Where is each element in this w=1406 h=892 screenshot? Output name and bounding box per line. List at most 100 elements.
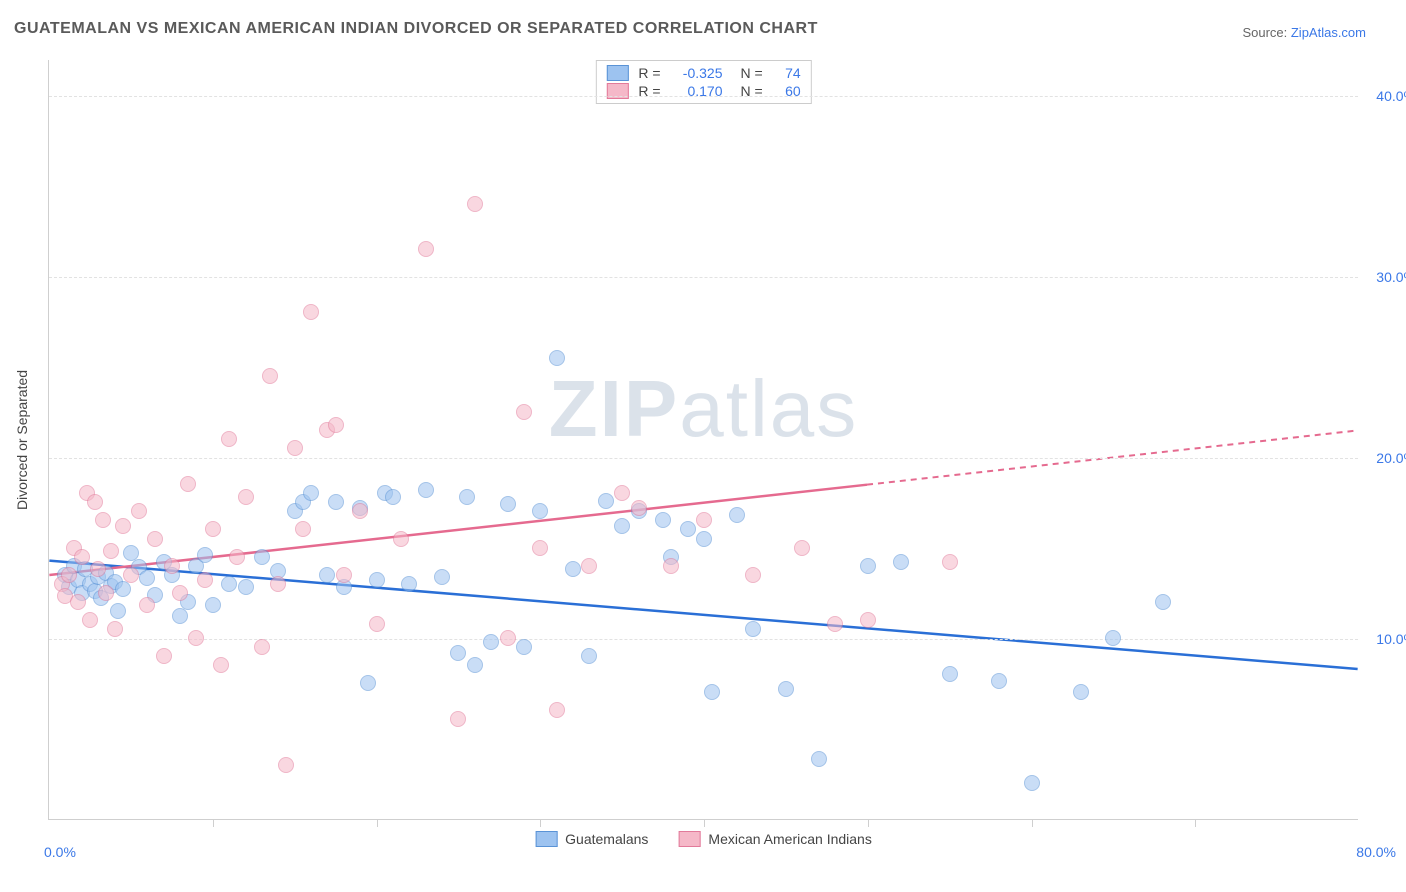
data-point [680,521,696,537]
data-point [110,603,126,619]
data-point [467,196,483,212]
data-point [336,567,352,583]
data-point [262,368,278,384]
data-point [663,558,679,574]
data-point [704,684,720,700]
data-point [532,503,548,519]
legend-series-label: Mexican American Indians [708,831,871,847]
data-point [483,634,499,650]
legend-swatch-icon [535,831,557,847]
data-point [942,554,958,570]
data-point [1073,684,1089,700]
grid-line [49,96,1358,97]
y-axis-label: Divorced or Separated [14,370,30,510]
data-point [61,567,77,583]
data-point [98,585,114,601]
data-point [385,489,401,505]
data-point [197,572,213,588]
x-tick [704,819,705,827]
legend-item: Mexican American Indians [678,831,871,847]
data-point [581,648,597,664]
data-point [532,540,548,556]
data-point [254,549,270,565]
legend-n-label: N = [741,65,763,81]
data-point [860,558,876,574]
data-point [418,241,434,257]
data-point [598,493,614,509]
source-label: Source: ZipAtlas.com [1242,25,1366,40]
data-point [82,612,98,628]
data-point [90,561,106,577]
data-point [696,512,712,528]
data-point [328,417,344,433]
data-point [270,576,286,592]
chart-title: GUATEMALAN VS MEXICAN AMERICAN INDIAN DI… [14,20,818,37]
data-point [549,350,565,366]
legend-swatch-icon [678,831,700,847]
data-point [827,616,843,632]
grid-line [49,639,1358,640]
legend-item: Guatemalans [535,831,648,847]
x-tick [540,819,541,827]
data-point [74,549,90,565]
y-tick-label: 40.0% [1376,88,1406,104]
y-tick-label: 10.0% [1376,631,1406,647]
y-tick-label: 20.0% [1376,450,1406,466]
data-point [418,482,434,498]
x-tick [377,819,378,827]
data-point [450,711,466,727]
data-point [778,681,794,697]
data-point [287,440,303,456]
data-point [655,512,671,528]
data-point [221,576,237,592]
data-point [303,304,319,320]
data-point [123,567,139,583]
data-point [450,645,466,661]
data-point [631,500,647,516]
data-point [87,494,103,510]
data-point [229,549,245,565]
y-tick-label: 30.0% [1376,269,1406,285]
x-origin-label: 0.0% [44,844,76,860]
x-tick [1032,819,1033,827]
data-point [238,489,254,505]
data-point [352,503,368,519]
data-point [369,616,385,632]
legend-swatch-icon [606,65,628,81]
source-link[interactable]: ZipAtlas.com [1291,25,1366,40]
data-point [95,512,111,528]
data-point [614,485,630,501]
data-point [467,657,483,673]
data-point [238,579,254,595]
data-point [434,569,450,585]
legend-n-value: 74 [773,65,801,81]
data-point [131,503,147,519]
data-point [197,547,213,563]
data-point [360,675,376,691]
legend-row: R = -0.325 N = 74 [606,65,800,81]
x-tick [1195,819,1196,827]
data-point [213,657,229,673]
data-point [205,521,221,537]
data-point [549,702,565,718]
data-point [188,630,204,646]
legend-r-label: R = [638,65,660,81]
series-legend: Guatemalans Mexican American Indians [535,831,872,847]
legend-r-value: -0.325 [671,65,723,81]
data-point [459,489,475,505]
data-point [729,507,745,523]
data-point [565,561,581,577]
data-point [1155,594,1171,610]
data-point [393,531,409,547]
data-point [172,608,188,624]
data-point [172,585,188,601]
grid-line [49,277,1358,278]
data-point [401,576,417,592]
data-point [745,567,761,583]
data-point [70,594,86,610]
trend-lines [49,60,1358,819]
data-point [369,572,385,588]
data-point [254,639,270,655]
data-point [500,630,516,646]
data-point [115,581,131,597]
